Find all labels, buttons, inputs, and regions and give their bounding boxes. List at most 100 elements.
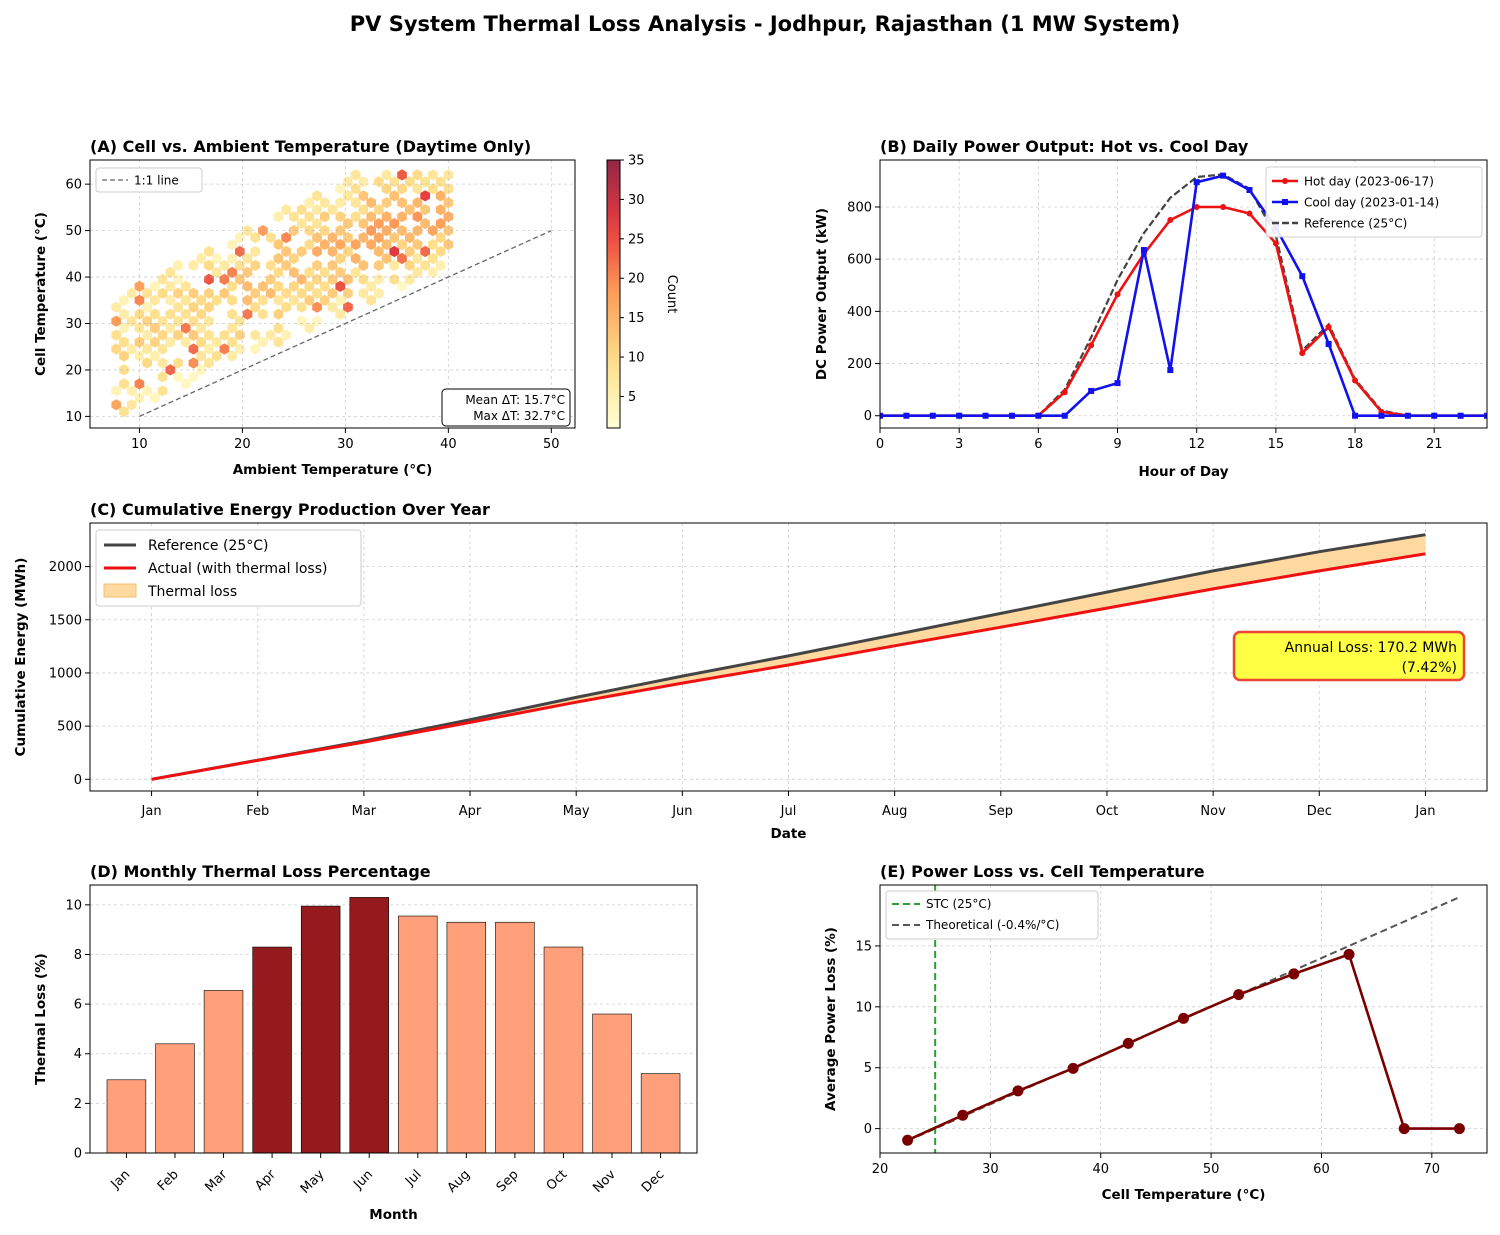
- x-tick-label: Nov: [1200, 804, 1226, 819]
- hexbin-cell: [211, 350, 222, 362]
- hexbin-cell: [289, 225, 299, 237]
- colorbar-tick-label: 10: [628, 351, 645, 366]
- hexbin-cell: [173, 301, 183, 313]
- hexbin-cell: [250, 329, 261, 341]
- plot-frame: [89, 522, 1488, 792]
- legend-label: Reference (25°C): [1304, 217, 1407, 231]
- hexbin-cell: [381, 238, 392, 251]
- hexbin-cell: [412, 211, 423, 223]
- hexbin-cell: [219, 287, 230, 299]
- hexbin-cell: [312, 273, 322, 285]
- data-point: [1233, 989, 1245, 1001]
- x-tick-label: 50: [543, 437, 560, 452]
- legend-box: [885, 890, 1099, 940]
- data-point-hot: [1061, 389, 1068, 396]
- hexbin-cell: [296, 315, 307, 327]
- data-point-cool: [956, 412, 963, 419]
- hexbin-cell: [142, 301, 152, 313]
- hexbin-cell: [335, 197, 346, 209]
- hexbin-cell: [312, 259, 322, 271]
- hexbin-cell: [412, 252, 423, 265]
- hexbin-cell: [196, 294, 207, 306]
- hexbin-cell: [428, 169, 438, 181]
- hexbin-cell: [335, 252, 346, 265]
- series-line-hot: [151, 552, 1426, 781]
- panel-e: 20 30 40 50 60 70 0 5 10 15 (E) Power Loss vs. Cel…: [823, 862, 1488, 1203]
- hexbin-cell: [265, 287, 276, 299]
- hexbin-cell: [335, 294, 346, 306]
- hexbin-cell: [165, 266, 176, 278]
- hexbin-cell: [188, 371, 199, 383]
- hexbin-cell: [250, 259, 261, 271]
- hexbin-cell: [157, 287, 168, 299]
- hexbin-cell: [296, 287, 307, 299]
- bar-nov: [592, 1013, 632, 1154]
- colorbar-tick-label: 5: [628, 390, 636, 405]
- hexbin-cell: [296, 218, 307, 230]
- data-point-cool: [929, 412, 936, 419]
- y-tick-label: 500: [57, 720, 82, 735]
- data-point-hot: [1246, 210, 1253, 217]
- hexbin-cell: [304, 266, 315, 278]
- hexbin-cell: [157, 273, 168, 285]
- hexbin-cell: [381, 211, 392, 223]
- hexbin-cell: [420, 218, 430, 230]
- data-point-cool: [1167, 367, 1174, 374]
- x-tick-label: 9: [1113, 437, 1121, 452]
- hexbin-cell: [381, 169, 392, 181]
- hexbin-cell: [150, 322, 160, 334]
- hexbin-cell: [389, 273, 400, 285]
- hexbin-cell: [211, 252, 222, 265]
- colorbar-tick-label: 15: [628, 311, 645, 326]
- y-tick-label: 0: [864, 409, 872, 424]
- hexbin-cell: [335, 280, 346, 292]
- x-tick-label: 60: [1313, 1162, 1330, 1177]
- data-point-hot: [1272, 240, 1279, 247]
- x-tick-label: Apr: [459, 804, 482, 819]
- data-point-cool: [1431, 412, 1438, 419]
- hexbin-cell: [374, 176, 384, 188]
- hexbin-cell: [281, 287, 291, 299]
- hexbin-cell: [196, 364, 207, 376]
- x-tick-label: 0: [876, 437, 884, 452]
- annual-loss-box: [1232, 630, 1466, 682]
- hexbin-cell: [304, 211, 315, 223]
- legend-box: [95, 167, 203, 193]
- hexbin-cell: [435, 190, 446, 202]
- hexbin-cell: [374, 273, 384, 285]
- x-tick-label: Jun: [671, 804, 692, 819]
- hexbin-cell: [227, 350, 237, 362]
- hexbin-cell: [389, 232, 400, 244]
- hexbin-cell: [204, 329, 214, 341]
- hexbin-cell: [227, 238, 237, 251]
- data-point-cool: [1193, 179, 1200, 186]
- x-tick-label: Dec: [639, 1167, 667, 1195]
- panel-d: 0 2 4 6 8 10 Jan Feb Mar Apr May Jun Jul Aug Sep Oct Nov…: [33, 862, 698, 1223]
- annual-loss-pct: (7.42%): [1402, 660, 1457, 676]
- data-point: [902, 1134, 914, 1146]
- hexbin-cell: [312, 218, 322, 230]
- colorbar: [606, 159, 621, 429]
- hexbin-cell: [389, 176, 400, 188]
- hexbin-cell: [319, 197, 330, 209]
- hexbin-cell: [319, 238, 330, 251]
- data-point-cool: [982, 412, 989, 419]
- hexbin-cell: [374, 218, 384, 230]
- hexbin-cell: [265, 329, 276, 341]
- hexbin-cell: [188, 315, 199, 327]
- hexbin-cell: [157, 343, 168, 355]
- y-tick-label: 30: [65, 317, 82, 332]
- hexbin-cell: [258, 294, 268, 306]
- hexbin-cell: [111, 329, 122, 341]
- hexbin-cell: [404, 259, 415, 271]
- hexbin-cell: [235, 329, 245, 341]
- hexbin-cell: [150, 392, 160, 404]
- hexbin-cell: [397, 183, 407, 195]
- hexbin-cell: [335, 308, 346, 320]
- x-tick-label: 12: [1188, 437, 1205, 452]
- hexbin-cell: [242, 294, 253, 306]
- hexbin-cell: [173, 273, 183, 285]
- data-point-hot: [1167, 217, 1174, 224]
- hexbin-cell: [289, 252, 299, 265]
- hexbin-cell: [142, 329, 152, 341]
